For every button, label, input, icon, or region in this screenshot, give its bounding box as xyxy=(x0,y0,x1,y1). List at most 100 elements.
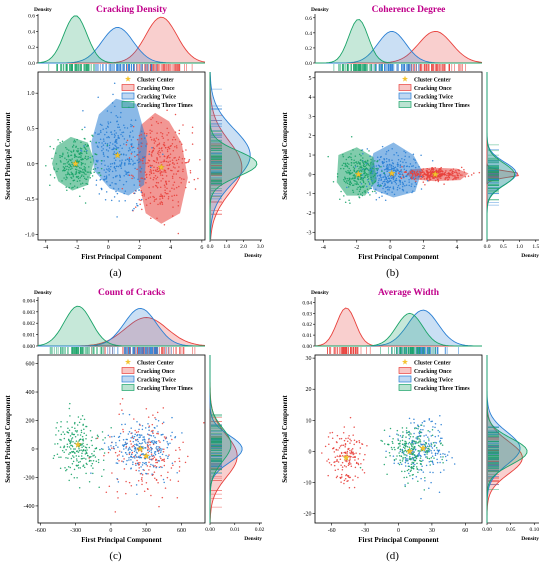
data-point xyxy=(431,420,433,422)
data-point xyxy=(120,167,123,170)
right-density-tick-label: 1.5 xyxy=(532,244,539,250)
data-point xyxy=(72,174,74,176)
data-point xyxy=(148,456,150,459)
data-point xyxy=(111,102,114,104)
data-point xyxy=(131,435,134,437)
data-point xyxy=(163,160,166,163)
data-point xyxy=(165,180,167,183)
data-point xyxy=(81,163,83,165)
data-point xyxy=(153,139,155,141)
data-point xyxy=(368,165,371,167)
data-point xyxy=(346,177,349,180)
data-point xyxy=(82,464,85,466)
data-point xyxy=(86,171,89,173)
data-point xyxy=(429,179,431,181)
data-point xyxy=(392,167,395,170)
data-point xyxy=(357,476,359,479)
data-point xyxy=(118,460,120,462)
data-point xyxy=(108,167,110,170)
data-point xyxy=(133,177,135,179)
data-point xyxy=(141,194,143,197)
data-point xyxy=(148,469,150,471)
data-point xyxy=(147,423,149,425)
data-point xyxy=(127,433,130,435)
data-point xyxy=(182,168,184,171)
data-point xyxy=(103,452,106,454)
data-point xyxy=(119,164,121,166)
data-point xyxy=(371,190,374,193)
data-point xyxy=(97,435,99,438)
data-point xyxy=(423,178,426,180)
data-point xyxy=(158,147,161,149)
data-point xyxy=(430,435,433,437)
data-point xyxy=(105,171,107,173)
data-point xyxy=(415,161,417,164)
data-point xyxy=(349,476,351,479)
data-point xyxy=(399,445,401,447)
data-point xyxy=(45,165,47,167)
data-point xyxy=(359,163,361,166)
data-point xyxy=(418,454,420,457)
data-point xyxy=(401,448,404,451)
data-point xyxy=(148,426,150,429)
data-point xyxy=(401,436,404,438)
data-point xyxy=(450,169,452,171)
data-point xyxy=(158,466,161,468)
data-point xyxy=(344,176,346,179)
legend-swatch xyxy=(398,384,412,391)
data-point xyxy=(167,442,169,445)
data-point xyxy=(386,164,389,166)
data-point xyxy=(428,438,430,440)
data-point xyxy=(90,472,92,474)
data-point xyxy=(77,149,79,152)
data-point xyxy=(102,439,104,441)
data-point xyxy=(430,444,433,446)
data-point xyxy=(199,158,201,161)
data-point xyxy=(109,141,112,144)
data-point xyxy=(157,419,160,422)
data-point xyxy=(384,183,387,186)
y-tick-label: 1.0 xyxy=(27,91,35,97)
data-point xyxy=(380,184,382,187)
data-point xyxy=(155,198,158,200)
data-point xyxy=(336,173,339,175)
data-point xyxy=(410,433,412,435)
top-density-tick-label: 0.6 xyxy=(305,16,312,22)
data-point xyxy=(416,462,418,465)
x-tick-label: 4 xyxy=(455,245,458,251)
data-point xyxy=(366,188,369,190)
data-point xyxy=(399,175,402,178)
data-point xyxy=(154,464,156,467)
data-point xyxy=(407,443,410,445)
data-point xyxy=(409,163,412,165)
data-point xyxy=(92,168,95,171)
data-point xyxy=(83,146,86,148)
data-point xyxy=(352,166,355,168)
data-point xyxy=(445,170,447,172)
data-point xyxy=(366,176,369,178)
data-point xyxy=(382,165,385,167)
data-point xyxy=(113,166,116,169)
data-point xyxy=(155,418,157,421)
data-point xyxy=(411,467,414,469)
data-point xyxy=(437,174,440,176)
y-tick-label: -3 xyxy=(307,230,312,236)
data-point xyxy=(413,170,415,173)
data-point xyxy=(430,450,432,452)
data-point xyxy=(392,186,395,188)
data-point xyxy=(420,188,423,190)
data-point xyxy=(105,176,108,179)
data-point xyxy=(152,186,154,188)
data-point xyxy=(365,185,368,188)
data-point xyxy=(399,434,402,437)
top-density-tick-label: 0.01 xyxy=(302,333,312,339)
data-point xyxy=(148,448,150,450)
data-point xyxy=(122,455,124,457)
data-point xyxy=(349,459,351,461)
data-point xyxy=(165,183,168,186)
data-point xyxy=(401,443,404,446)
data-point xyxy=(116,455,119,457)
data-point xyxy=(383,185,385,187)
data-point xyxy=(126,453,128,456)
